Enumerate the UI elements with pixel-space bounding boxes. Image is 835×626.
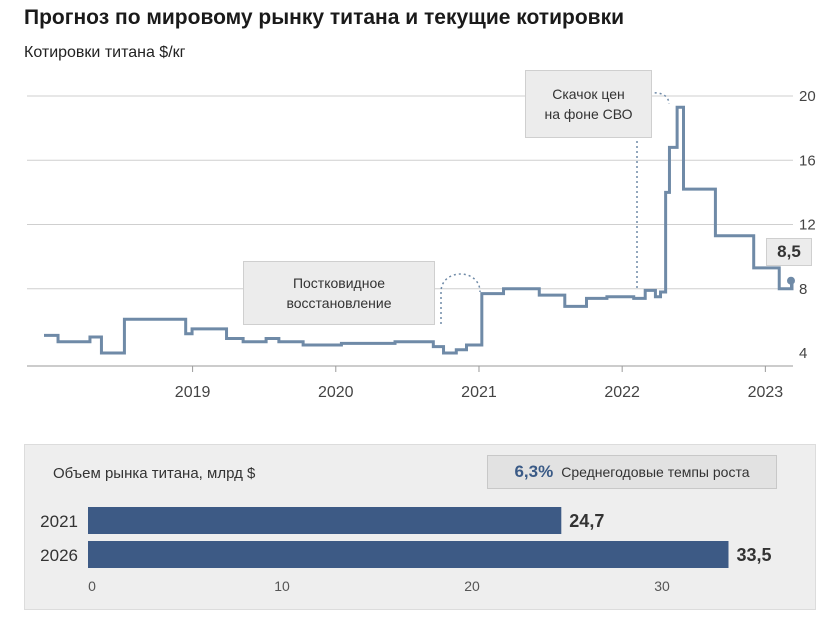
x-tick-label: 2022 bbox=[604, 384, 640, 401]
titanium-price-chart: 4 8 12 16 20 2019 2020 2021 2022 2023 bbox=[27, 88, 816, 401]
growth-rate-value: 6,3% bbox=[514, 462, 554, 481]
annotation-postcovid: Постковидное восстановление bbox=[243, 261, 435, 325]
last-value-badge: 8,5 bbox=[766, 238, 812, 266]
y-tick-label: 8 bbox=[799, 281, 807, 298]
y-tick-label: 20 bbox=[799, 88, 816, 105]
price-series-line bbox=[44, 105, 794, 355]
y-tick-label: 16 bbox=[799, 152, 816, 169]
chart-subtitle: Котировки титана $/кг bbox=[24, 44, 186, 61]
growth-rate-label: Среднегодовые темпы роста bbox=[561, 464, 750, 480]
market-volume-panel: Объем рынка титана, млрд $ 6,3% Среднего… bbox=[24, 444, 816, 610]
market-volume-title: Объем рынка титана, млрд $ bbox=[53, 465, 256, 482]
x-tick-label: 2019 bbox=[175, 384, 211, 401]
annotation-svo-jump: Скачок цен на фоне СВО bbox=[525, 70, 652, 138]
y-tick-label: 4 bbox=[799, 345, 807, 362]
annotation-leader-postcovid bbox=[440, 273, 481, 324]
x-tick-label: 2021 bbox=[461, 384, 497, 401]
y-tick-label: 12 bbox=[799, 217, 816, 234]
x-tick-label: 2023 bbox=[748, 384, 784, 401]
chart-title: Прогноз по мировому рынку титана и текущ… bbox=[24, 6, 624, 29]
x-tick-label: 2020 bbox=[318, 384, 354, 401]
growth-rate-badge: 6,3% Среднегодовые темпы роста bbox=[487, 455, 777, 489]
